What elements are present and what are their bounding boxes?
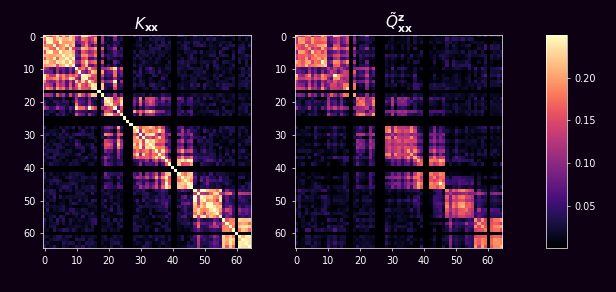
Title: $\tilde{Q}^{\mathbf{z}}_{\mathbf{xx}}$: $\tilde{Q}^{\mathbf{z}}_{\mathbf{xx}}$ xyxy=(384,11,412,35)
Title: $K_{\mathbf{xx}}$: $K_{\mathbf{xx}}$ xyxy=(134,15,160,34)
